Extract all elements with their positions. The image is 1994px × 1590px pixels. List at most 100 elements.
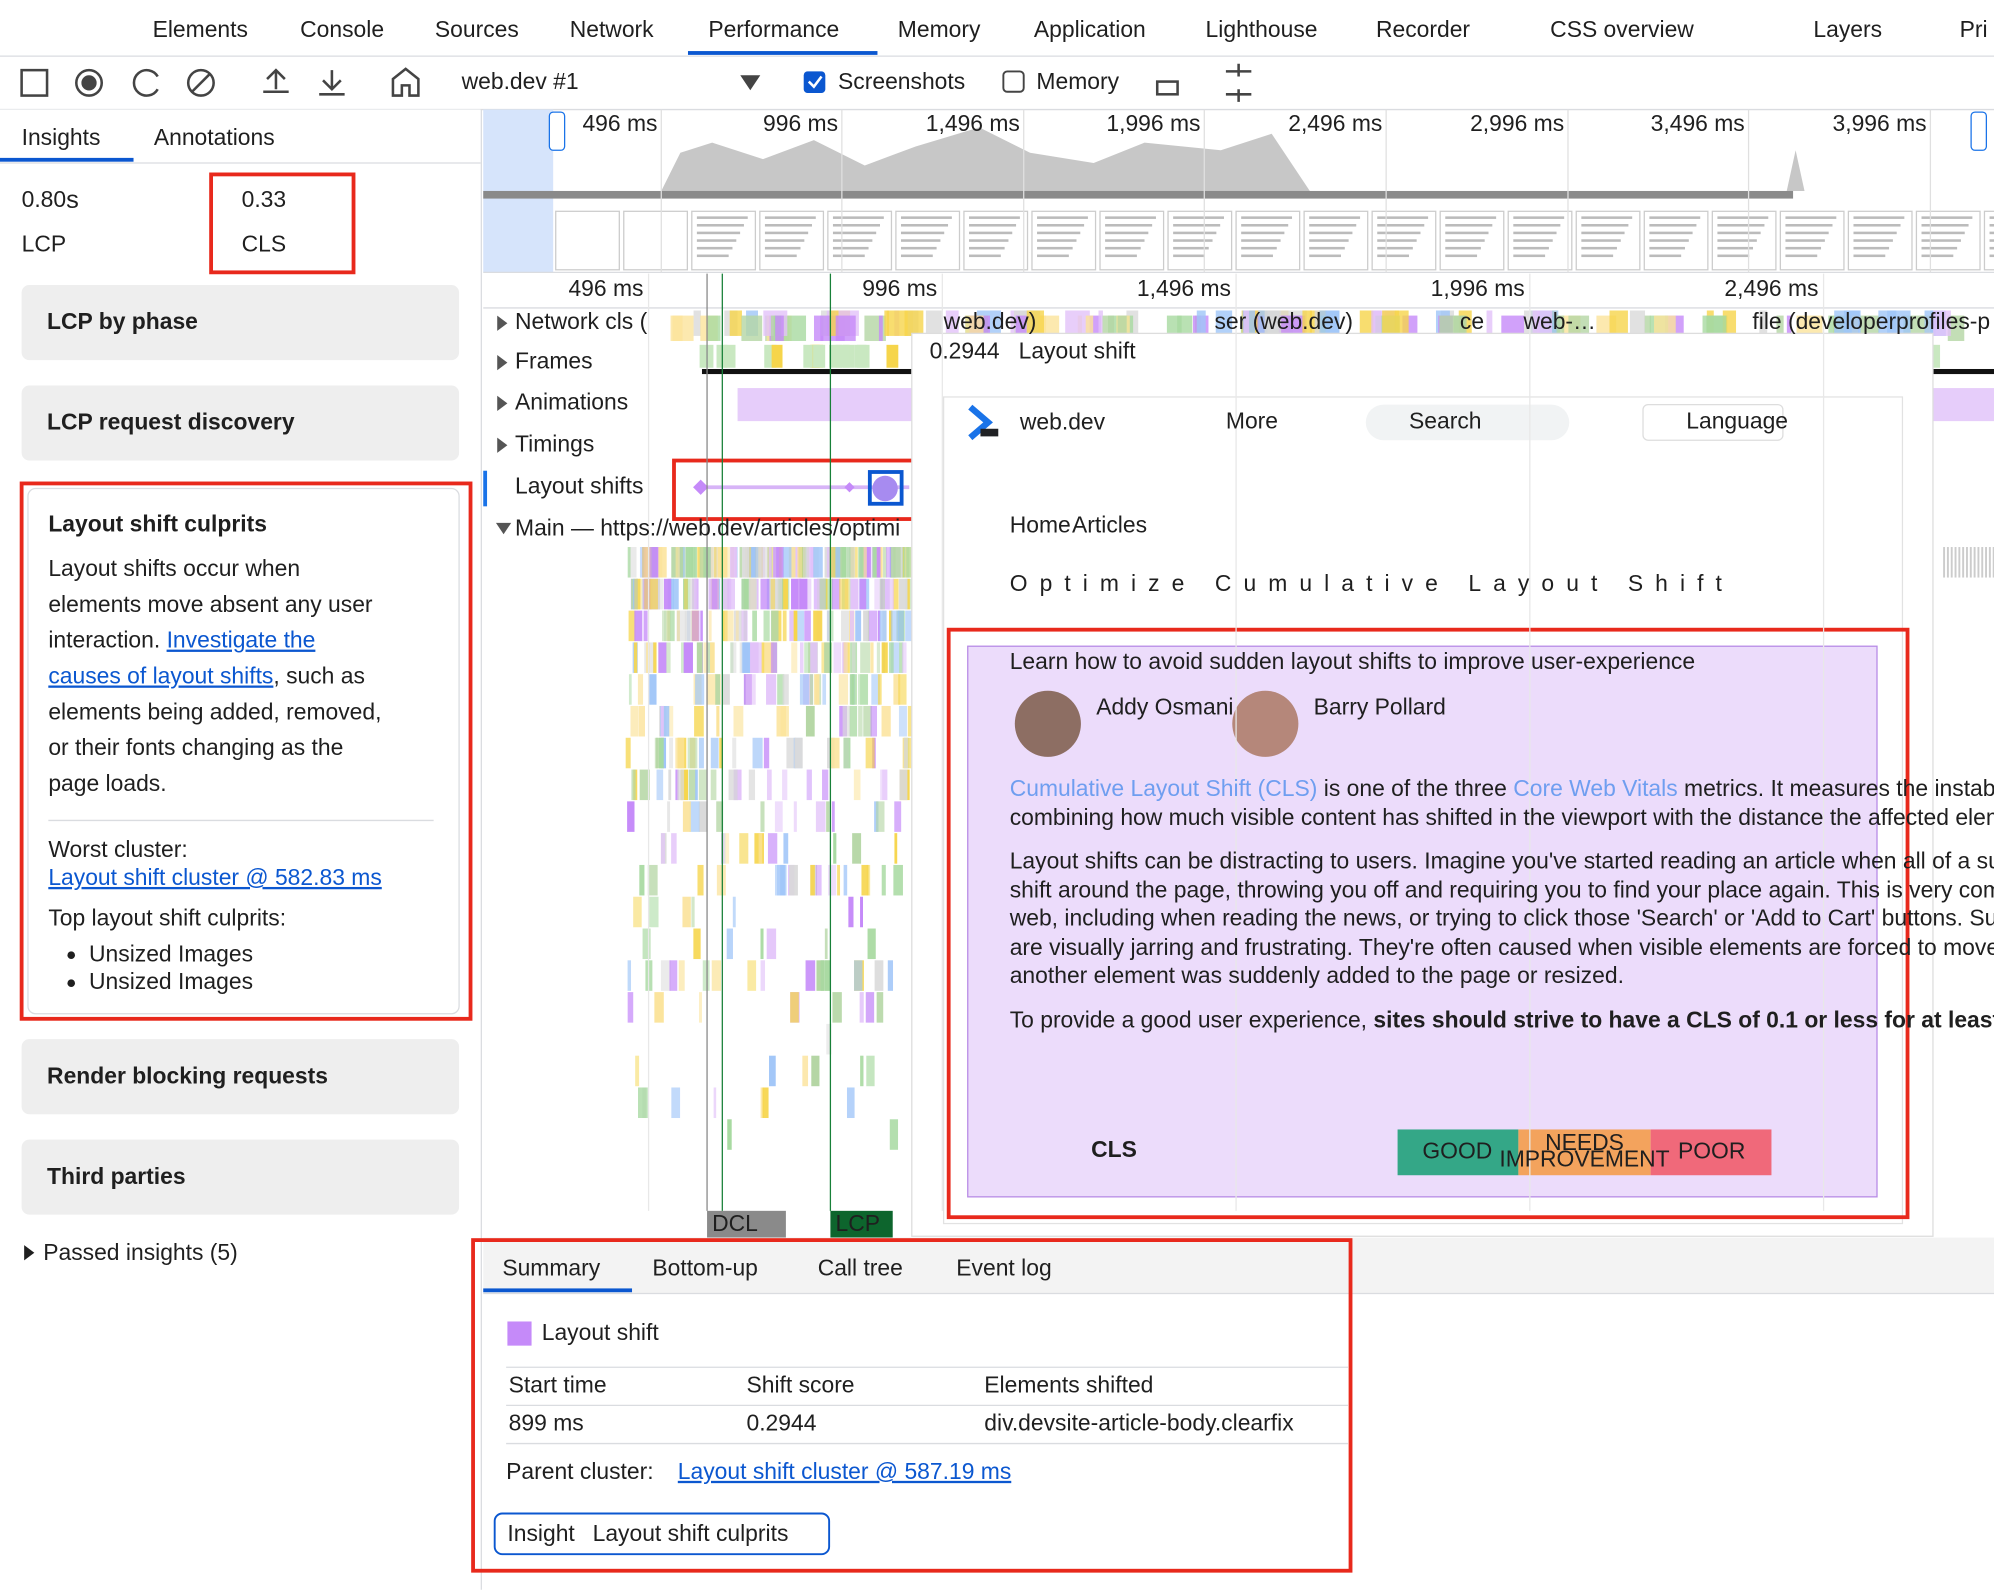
task xyxy=(728,769,738,801)
task xyxy=(649,547,658,578)
details-tab[interactable]: Summary xyxy=(502,1254,600,1280)
task xyxy=(760,1087,765,1119)
task xyxy=(837,864,841,896)
task xyxy=(833,833,837,864)
checkbox[interactable] xyxy=(803,71,826,94)
text-run: sites should strive to have a CLS of 0.1… xyxy=(1373,1006,1994,1032)
link[interactable]: Layout shift cluster @ 587.19 ms xyxy=(678,1458,1011,1484)
task xyxy=(907,578,910,610)
devtools-tab[interactable]: CSS overview xyxy=(1550,16,1694,42)
devtools-tab[interactable]: Memory xyxy=(898,16,981,42)
network-request xyxy=(878,315,883,342)
thumb-line xyxy=(1853,224,1901,227)
insight-card[interactable] xyxy=(21,385,460,461)
thumb-line xyxy=(832,246,869,250)
link[interactable]: Investigate the xyxy=(167,627,316,653)
task xyxy=(810,864,815,896)
handle[interactable] xyxy=(1970,111,1988,151)
task xyxy=(774,801,783,832)
devtools-tab[interactable]: Recorder xyxy=(1376,16,1470,42)
task xyxy=(716,864,726,896)
devtools-tab[interactable]: Sources xyxy=(435,16,519,42)
checkbox[interactable] xyxy=(1002,70,1025,93)
task xyxy=(630,705,639,737)
task xyxy=(658,642,667,673)
task xyxy=(679,547,684,578)
thumb-line xyxy=(764,224,812,227)
active-tab-indicator xyxy=(483,1288,633,1293)
task xyxy=(799,674,809,705)
details-tab[interactable]: Call tree xyxy=(818,1254,903,1280)
track-label[interactable]: Main — https://web.dev/articles/optimi xyxy=(515,514,900,540)
task xyxy=(660,833,666,864)
network-request xyxy=(1933,310,1951,336)
thumb-line xyxy=(1921,254,1954,258)
devtools-tab[interactable]: Network xyxy=(570,16,654,42)
insight-card[interactable] xyxy=(21,285,460,361)
screenshots xyxy=(555,210,1994,271)
network-request xyxy=(1556,315,1565,342)
task xyxy=(639,547,644,578)
track-label[interactable]: Animations xyxy=(515,388,628,414)
track-label[interactable]: Network cls ( xyxy=(515,308,648,334)
column-header: Shift score xyxy=(746,1371,854,1397)
sidebar-tab[interactable]: Insights xyxy=(22,124,101,150)
task xyxy=(695,674,705,705)
link[interactable]: Core Web Vitals xyxy=(1513,775,1677,801)
track-label[interactable]: Layout shifts xyxy=(515,472,643,498)
task xyxy=(716,705,720,737)
link[interactable]: Layout shift cluster @ 582.83 ms xyxy=(48,864,381,890)
button-tag: Insight xyxy=(507,1520,575,1546)
card-title[interactable]: Third parties xyxy=(47,1163,186,1189)
task xyxy=(887,960,894,991)
task xyxy=(710,737,719,769)
task xyxy=(905,610,914,642)
text-run: elements move absent any user xyxy=(48,591,373,617)
author: Addy Osmani xyxy=(1096,694,1233,720)
devtools-tab[interactable]: Pri xyxy=(1960,16,1988,42)
details-tab[interactable]: Bottom-up xyxy=(652,1254,758,1280)
task xyxy=(874,578,883,610)
devtools-tab[interactable]: Console xyxy=(300,16,384,42)
marker-text: LCP xyxy=(835,1210,880,1236)
devtools-tab[interactable]: Application xyxy=(1034,16,1146,42)
task xyxy=(760,928,764,960)
passed-insights[interactable]: Passed insights (5) xyxy=(43,1239,238,1265)
paragraph-line: Cumulative Layout Shift (CLS) is one of … xyxy=(1010,775,1994,801)
task xyxy=(858,705,863,737)
selected-shift[interactable] xyxy=(867,470,904,506)
network-bar xyxy=(483,190,1794,199)
devtools-tab[interactable]: Layers xyxy=(1813,16,1882,42)
handle[interactable] xyxy=(548,111,566,151)
card-title[interactable]: Render blocking requests xyxy=(47,1062,328,1088)
task xyxy=(660,705,664,737)
link[interactable]: Cumulative Layout Shift (CLS) xyxy=(1010,775,1318,801)
thumb-line xyxy=(1241,216,1293,219)
card-title[interactable]: LCP request discovery xyxy=(47,409,295,435)
sidebar-tab[interactable]: Annotations xyxy=(154,124,275,150)
description: elements move absent any user xyxy=(48,591,373,617)
task xyxy=(788,547,796,578)
paragraph-line: web, including when reading the news, or… xyxy=(1009,905,1994,931)
task xyxy=(693,928,701,960)
devtools-tab[interactable]: Lighthouse xyxy=(1206,16,1318,42)
devtools-tab[interactable]: Elements xyxy=(153,16,248,42)
recording-select[interactable]: web.dev #1 xyxy=(461,68,579,94)
task xyxy=(722,674,730,705)
network-request xyxy=(1196,310,1206,336)
link[interactable]: causes of layout shifts xyxy=(48,663,273,689)
insight-card[interactable] xyxy=(21,1139,460,1215)
card-title[interactable]: LCP by phase xyxy=(47,308,198,334)
track-label[interactable]: Frames xyxy=(515,348,593,374)
shift-diamond[interactable] xyxy=(844,482,855,493)
task xyxy=(671,1087,681,1119)
shift-diamond[interactable] xyxy=(693,479,709,495)
devtools-tab[interactable]: Performance xyxy=(708,16,839,42)
task xyxy=(824,928,828,960)
insight-button[interactable] xyxy=(493,1512,831,1556)
overview-tick: 2,496 ms xyxy=(1288,110,1382,136)
insight-card[interactable] xyxy=(21,1039,460,1115)
track-label[interactable]: Timings xyxy=(515,430,594,456)
thumb-line xyxy=(1241,239,1281,242)
details-tab[interactable]: Event log xyxy=(956,1254,1051,1280)
